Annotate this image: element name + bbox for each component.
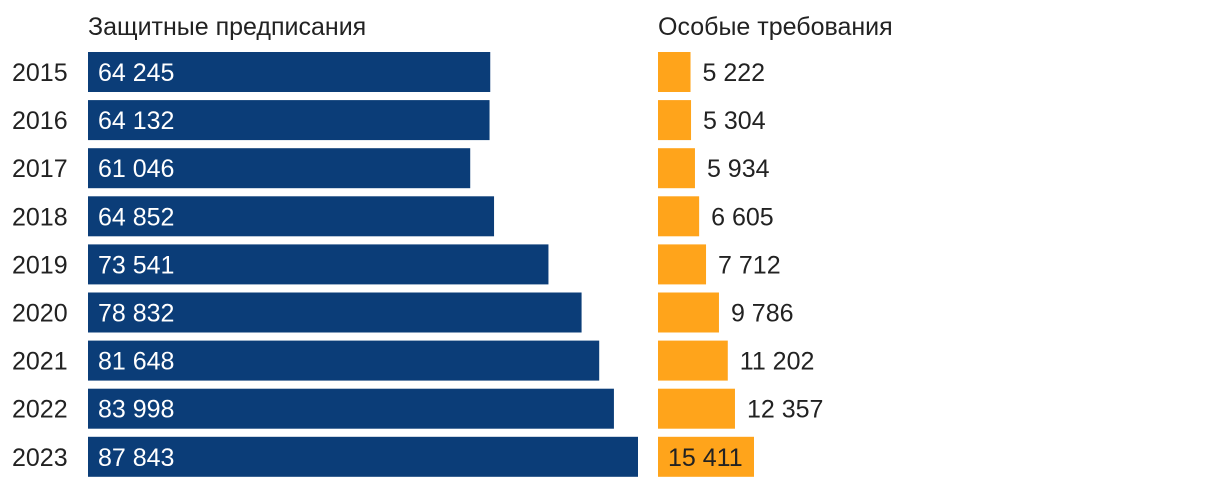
protective-orders-value-label-2020: 78 832 [98, 300, 174, 328]
protective-orders-value-label-2016: 64 132 [98, 107, 174, 135]
protective-orders-value-label-2018: 64 852 [98, 203, 174, 231]
special-requirements-bar-2019 [658, 244, 707, 285]
protective-orders-bar-2016 [88, 100, 490, 141]
panel-title-protective-orders: Защитные предписания [88, 13, 366, 41]
protective-orders-bar-2017 [88, 148, 471, 189]
special-requirements-value-label-2020: 9 786 [731, 300, 794, 328]
year-label-2021: 2021 [12, 348, 68, 376]
protective-orders-value-label-2019: 73 541 [98, 251, 174, 279]
protective-orders-value-label-2017: 61 046 [98, 155, 174, 183]
year-label-2022: 2022 [12, 396, 68, 424]
special-requirements-bar-2023 [658, 436, 754, 477]
panel-title-special-requirements: Особые требования [658, 13, 893, 41]
year-label-2017: 2017 [12, 155, 68, 183]
special-requirements-value-label-2022: 12 357 [747, 396, 823, 424]
protective-orders-bar-2020 [88, 292, 582, 333]
special-requirements-value-label-2023: 15 411 [668, 444, 743, 472]
special-requirements-bar-2017 [658, 148, 695, 189]
special-requirements-value-label-2018: 6 605 [711, 203, 774, 231]
special-requirements-bar-2018 [658, 196, 700, 237]
protective-orders-bar-2018 [88, 196, 495, 237]
protective-orders-value-label-2022: 83 998 [98, 396, 174, 424]
protective-orders-bar-2021 [88, 340, 600, 381]
year-label-2015: 2015 [12, 59, 68, 87]
year-label-2018: 2018 [12, 203, 68, 231]
protective-orders-value-label-2015: 64 245 [98, 59, 174, 87]
special-requirements-bar-2015 [658, 52, 691, 92]
special-requirements-value-label-2017: 5 934 [707, 155, 770, 183]
year-label-2016: 2016 [12, 107, 68, 135]
protective-orders-value-label-2023: 87 843 [98, 444, 174, 472]
protective-orders-bar-2023 [88, 436, 638, 477]
protective-orders-bar-2019 [88, 244, 549, 285]
special-requirements-value-label-2016: 5 304 [703, 107, 766, 135]
special-requirements-bars: 5 222 5 304 5 934 6 605 7 712 9 786 11 202 12 3… [658, 52, 823, 477]
special-requirements-value-label-2019: 7 712 [718, 251, 781, 279]
year-axis-labels: 2015 2016 2017 2018 2019 2020 2021 2022 2023 [12, 59, 68, 472]
special-requirements-value-label-2015: 5 222 [703, 59, 766, 87]
protective-orders-bar-2015 [88, 52, 491, 92]
special-requirements-bar-2020 [658, 292, 719, 333]
special-requirements-bar-2016 [658, 100, 692, 141]
protective-orders-value-label-2021: 81 648 [98, 348, 174, 376]
protective-orders-bar-2022 [88, 388, 614, 429]
protective-orders-bars: 64 245 64 132 61 046 64 852 73 541 78 832 81 6… [88, 52, 638, 477]
special-requirements-bar-2022 [658, 388, 735, 429]
year-label-2020: 2020 [12, 300, 68, 328]
special-requirements-bar-2021 [658, 340, 728, 381]
special-requirements-value-label-2021: 11 202 [740, 348, 815, 376]
year-label-2023: 2023 [12, 444, 68, 472]
year-label-2019: 2019 [12, 251, 68, 279]
